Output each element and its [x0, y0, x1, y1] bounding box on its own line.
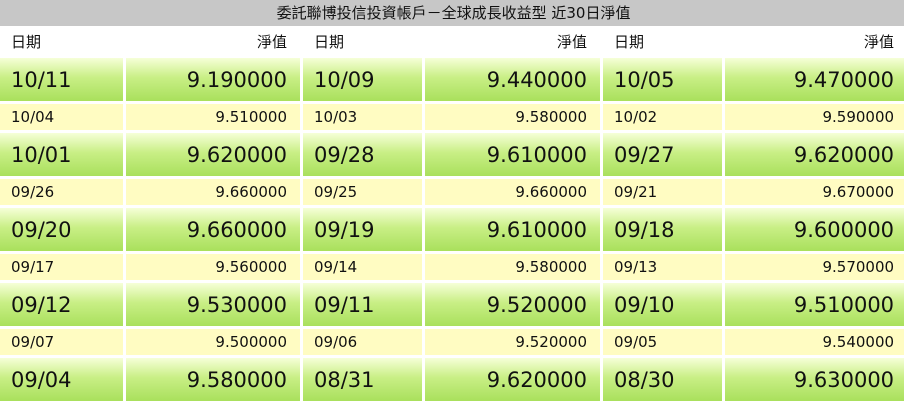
- nav-value-cell: 9.660000: [126, 208, 300, 251]
- date-cell: 09/26: [0, 179, 123, 205]
- nav-value-cell: 9.600000: [725, 208, 904, 251]
- nav-value-cell: 9.610000: [425, 208, 600, 251]
- nav-value-cell: 9.190000: [126, 58, 300, 101]
- date-cell: 10/05: [603, 58, 722, 101]
- table-row: 10/01 9.620000 09/28 9.610000 09/27 9.62…: [0, 133, 904, 176]
- nav-value-cell: 9.510000: [126, 104, 300, 130]
- date-cell: 09/17: [0, 254, 123, 280]
- table-title-row: 委託聯博投信投資帳戶－全球成長收益型 近30日淨值: [0, 0, 904, 26]
- table-row: 09/20 9.660000 09/19 9.610000 09/18 9.60…: [0, 208, 904, 251]
- date-cell: 10/02: [603, 104, 722, 130]
- date-cell: 10/11: [0, 58, 123, 101]
- date-cell: 09/28: [303, 133, 422, 176]
- date-cell: 09/13: [603, 254, 722, 280]
- nav-value-cell: 9.590000: [725, 104, 904, 130]
- table-row: 09/26 9.660000 09/25 9.660000 09/21 9.67…: [0, 179, 904, 205]
- table-header-row: 日期 淨值 日期 淨值 日期 淨值: [0, 29, 904, 55]
- date-cell: 09/04: [0, 358, 123, 401]
- column-header-value: 淨值: [725, 29, 904, 55]
- date-cell: 10/01: [0, 133, 123, 176]
- nav-value-cell: 9.580000: [425, 104, 600, 130]
- date-cell: 09/14: [303, 254, 422, 280]
- nav-value-cell: 9.630000: [725, 358, 904, 401]
- nav-value-cell: 9.580000: [425, 254, 600, 280]
- nav-value-cell: 9.500000: [126, 329, 300, 355]
- nav-value-cell: 9.660000: [126, 179, 300, 205]
- nav-value-cell: 9.580000: [126, 358, 300, 401]
- nav-value-cell: 9.670000: [725, 179, 904, 205]
- date-cell: 09/19: [303, 208, 422, 251]
- column-header-date: 日期: [303, 29, 422, 55]
- nav-value-cell: 9.620000: [725, 133, 904, 176]
- date-cell: 09/12: [0, 283, 123, 326]
- date-cell: 09/20: [0, 208, 123, 251]
- nav-value-cell: 9.560000: [126, 254, 300, 280]
- date-cell: 09/07: [0, 329, 123, 355]
- date-cell: 09/21: [603, 179, 722, 205]
- nav-value-cell: 9.530000: [126, 283, 300, 326]
- table-row: 09/07 9.500000 09/06 9.520000 09/05 9.54…: [0, 329, 904, 355]
- date-cell: 09/06: [303, 329, 422, 355]
- date-cell: 08/30: [603, 358, 722, 401]
- date-cell: 09/11: [303, 283, 422, 326]
- date-cell: 10/03: [303, 104, 422, 130]
- table-row: 10/04 9.510000 10/03 9.580000 10/02 9.59…: [0, 104, 904, 130]
- date-cell: 10/09: [303, 58, 422, 101]
- nav-value-cell: 9.620000: [425, 358, 600, 401]
- date-cell: 09/25: [303, 179, 422, 205]
- table-row: 09/12 9.530000 09/11 9.520000 09/10 9.51…: [0, 283, 904, 326]
- nav-value-cell: 9.440000: [425, 58, 600, 101]
- nav-value-cell: 9.610000: [425, 133, 600, 176]
- table-row: 09/17 9.560000 09/14 9.580000 09/13 9.57…: [0, 254, 904, 280]
- column-header-value: 淨值: [425, 29, 600, 55]
- date-cell: 09/05: [603, 329, 722, 355]
- date-cell: 10/04: [0, 104, 123, 130]
- column-header-date: 日期: [0, 29, 123, 55]
- table-row: 10/11 9.190000 10/09 9.440000 10/05 9.47…: [0, 58, 904, 101]
- nav-value-cell: 9.540000: [725, 329, 904, 355]
- nav-value-cell: 9.520000: [425, 329, 600, 355]
- nav-value-cell: 9.470000: [725, 58, 904, 101]
- table-row: 09/04 9.580000 08/31 9.620000 08/30 9.63…: [0, 358, 904, 401]
- nav-value-cell: 9.660000: [425, 179, 600, 205]
- nav-value-cell: 9.520000: [425, 283, 600, 326]
- date-cell: 09/18: [603, 208, 722, 251]
- date-cell: 09/10: [603, 283, 722, 326]
- column-header-date: 日期: [603, 29, 722, 55]
- table-title: 委託聯博投信投資帳戶－全球成長收益型 近30日淨值: [0, 0, 904, 26]
- nav-value-cell: 9.620000: [126, 133, 300, 176]
- date-cell: 08/31: [303, 358, 422, 401]
- date-cell: 09/27: [603, 133, 722, 176]
- nav-table: 委託聯博投信投資帳戶－全球成長收益型 近30日淨值 日期 淨值 日期 淨值 日期…: [0, 0, 904, 401]
- nav-value-cell: 9.570000: [725, 254, 904, 280]
- column-header-value: 淨值: [126, 29, 300, 55]
- nav-value-cell: 9.510000: [725, 283, 904, 326]
